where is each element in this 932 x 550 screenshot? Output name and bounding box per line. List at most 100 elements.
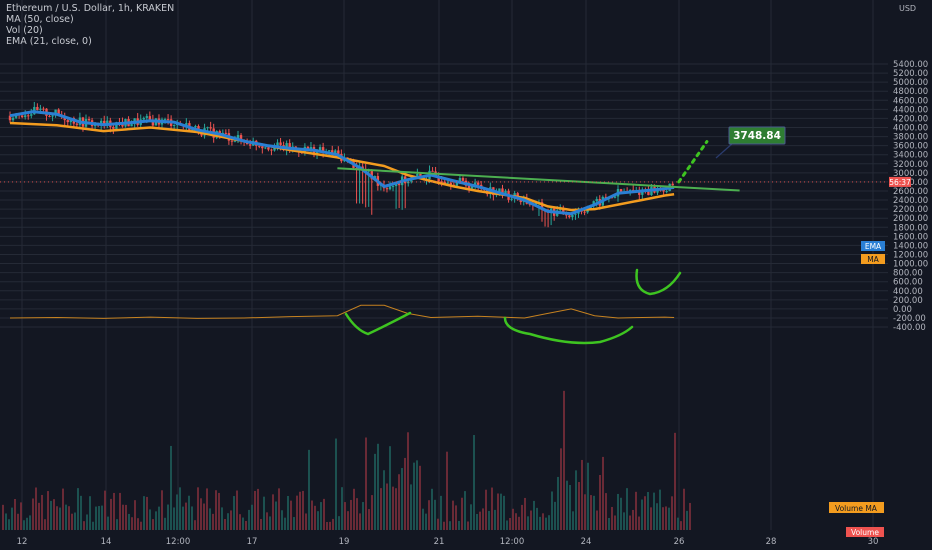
price-tick-label: 1600.00 xyxy=(893,232,928,242)
candle-body xyxy=(568,215,571,218)
volume-bar xyxy=(308,449,310,530)
volume-bar xyxy=(689,502,691,530)
price-tick-label: 5000.00 xyxy=(893,78,928,88)
chart-legend: Ethereum / U.S. Dollar, 1h, KRAKEN MA (5… xyxy=(6,3,174,47)
candle-body xyxy=(671,183,674,186)
price-tick-label: 0.00 xyxy=(893,305,912,315)
volume-bar xyxy=(122,504,124,530)
candle-body xyxy=(148,116,152,120)
candle-body xyxy=(20,115,24,118)
volume-bar xyxy=(170,445,172,530)
volume-bar xyxy=(281,510,283,530)
indicator-ma[interactable]: MA (50, close) xyxy=(6,14,74,25)
volume-bar xyxy=(137,518,139,530)
volume-bar xyxy=(95,506,97,530)
candle-body xyxy=(103,120,106,125)
volume-bar xyxy=(77,488,79,530)
volume-bar xyxy=(659,489,661,530)
projection-path[interactable] xyxy=(677,140,709,184)
head-annotation[interactable] xyxy=(503,316,634,345)
time-tick-label: 12:00 xyxy=(166,537,191,547)
right-shoulder-annotation[interactable] xyxy=(635,268,682,296)
candle-body xyxy=(218,131,221,135)
volume-bar xyxy=(299,491,301,530)
volume-bar xyxy=(173,507,175,530)
volume-bar xyxy=(83,521,85,530)
volume-bar xyxy=(389,446,391,530)
candle-body xyxy=(455,181,459,186)
time-tick-label: 12:00 xyxy=(500,537,525,547)
volume-bar xyxy=(551,491,553,530)
candle-body xyxy=(328,150,331,152)
volume-bar xyxy=(593,495,595,530)
volume-bar xyxy=(554,501,556,530)
ma-badge xyxy=(861,254,885,264)
candle-body xyxy=(583,211,586,213)
price-tick-label: 400.00 xyxy=(893,287,923,297)
volume-bar xyxy=(683,488,685,530)
target-box[interactable] xyxy=(728,126,786,145)
neckline-trendline[interactable] xyxy=(337,167,740,192)
volume-bar xyxy=(305,513,307,530)
left-shoulder-annotation[interactable] xyxy=(344,311,412,336)
volume-bar xyxy=(677,517,679,530)
candle-body xyxy=(619,189,623,193)
volume-bar xyxy=(89,496,91,530)
volume-bar xyxy=(260,518,262,530)
candle-body xyxy=(540,202,544,210)
volume-bar xyxy=(476,513,478,530)
volume-bar xyxy=(203,503,205,530)
volume-bar xyxy=(353,488,355,530)
chart-title: Ethereum / U.S. Dollar, 1h, KRAKEN xyxy=(6,3,175,14)
volume-bar xyxy=(23,520,25,530)
time-tick-label: 21 xyxy=(434,537,445,547)
volume-bar xyxy=(17,513,19,530)
candle-body xyxy=(458,177,462,182)
price-tick-label: 2200.00 xyxy=(893,205,928,215)
price-tick-label: 1000.00 xyxy=(893,260,928,270)
volume-bar xyxy=(11,507,13,530)
volume-bar xyxy=(491,487,493,530)
volume-bar xyxy=(608,517,610,530)
candle-body xyxy=(115,122,118,129)
volume-bar xyxy=(236,490,238,530)
volume-bar xyxy=(533,500,535,530)
volume-bar xyxy=(581,459,583,530)
volume-bar xyxy=(461,497,463,530)
indicator-ema[interactable]: EMA (21, close, 0) xyxy=(6,36,92,47)
candle-body xyxy=(665,191,668,193)
volume-ma-badge xyxy=(829,502,884,513)
candle-body xyxy=(261,146,264,149)
countdown-label: 56:37 xyxy=(889,178,911,187)
candle-body xyxy=(172,125,176,127)
volume-bar xyxy=(179,487,181,530)
volume-bar xyxy=(185,502,187,530)
volume-bar xyxy=(644,496,646,530)
volume-bar xyxy=(629,515,631,530)
candle-body xyxy=(248,144,252,146)
candle-body xyxy=(391,186,395,188)
volume-bar xyxy=(545,517,547,530)
volume-bar xyxy=(251,504,253,530)
volume-bar xyxy=(128,513,130,530)
candle-body xyxy=(258,145,261,147)
time-tick-label: 12 xyxy=(17,537,28,547)
volume-bar xyxy=(110,498,112,530)
candle-body xyxy=(209,127,212,129)
candle-body xyxy=(318,147,322,150)
volume-bar xyxy=(26,517,28,530)
volume-bar xyxy=(257,488,259,530)
volume-bar xyxy=(200,498,202,530)
volume-bar xyxy=(119,492,121,530)
indicator-vol[interactable]: Vol (20) xyxy=(6,25,43,36)
volume-bar xyxy=(338,516,340,530)
volume-bar xyxy=(668,507,670,530)
volume-bar xyxy=(113,492,115,530)
candle-body xyxy=(370,169,373,180)
volume-bar xyxy=(482,508,484,530)
volume-bar xyxy=(446,451,448,530)
candle-body xyxy=(66,120,69,123)
candle-body xyxy=(54,109,57,116)
volume-bar xyxy=(287,495,289,530)
